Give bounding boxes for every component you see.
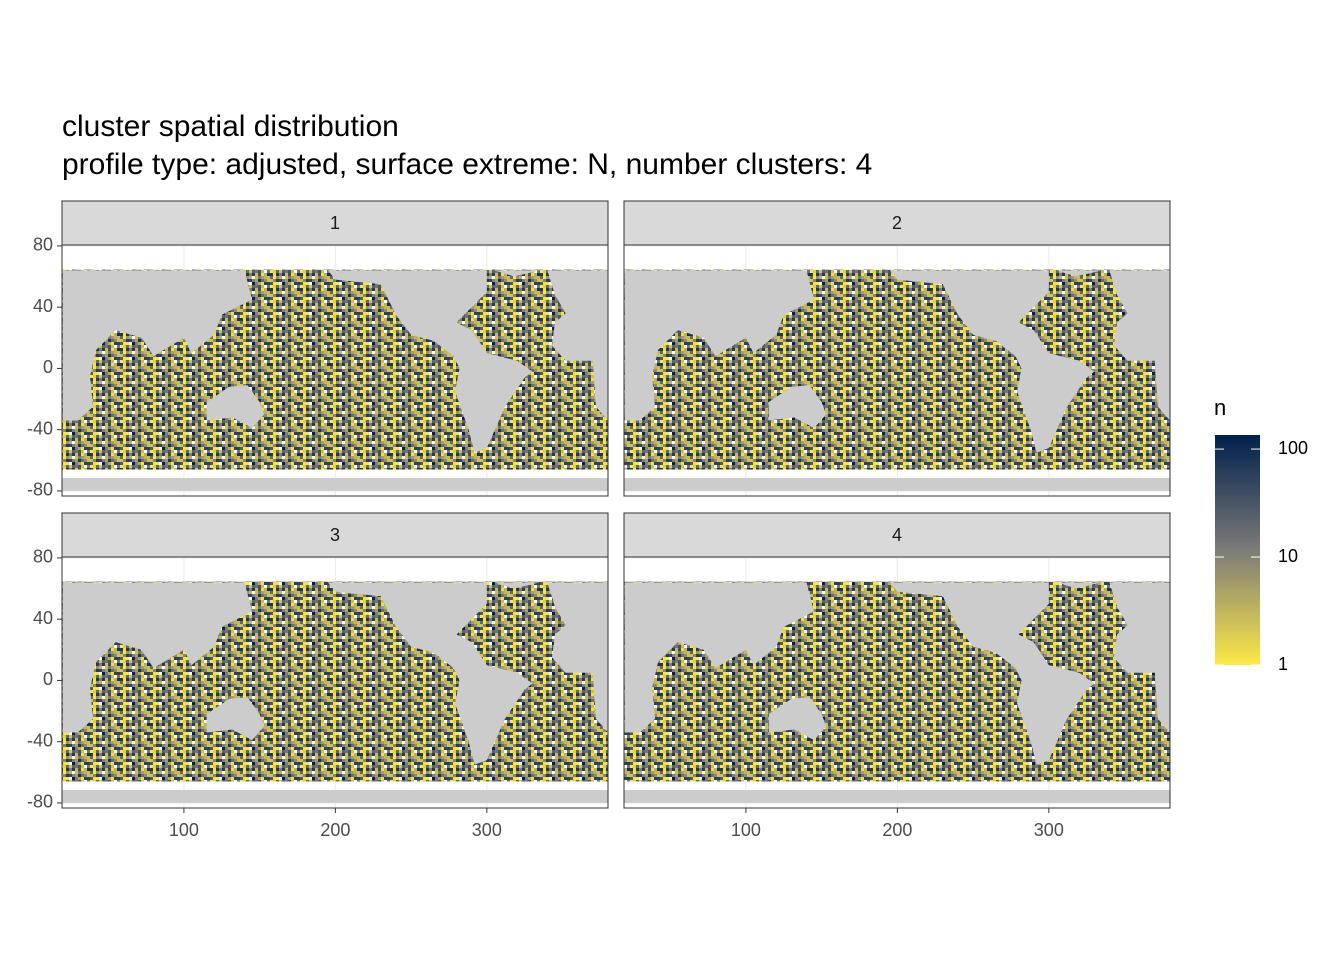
land — [547, 270, 608, 421]
land — [624, 789, 1170, 803]
land — [62, 789, 608, 803]
land — [62, 582, 253, 733]
land — [624, 582, 815, 733]
y-tick-label: 0 — [43, 357, 53, 377]
land — [889, 270, 1095, 453]
strip-label: 3 — [330, 525, 340, 545]
x-tick-label: 300 — [1034, 820, 1064, 840]
land — [1109, 270, 1170, 421]
strip — [623, 200, 1171, 246]
y-tick-label: 40 — [33, 608, 53, 628]
chart-subtitle: profile type: adjusted, surface extreme:… — [62, 148, 872, 181]
land — [624, 477, 1170, 491]
land — [327, 270, 533, 453]
x-tick-label: 200 — [320, 820, 350, 840]
y-tick-label: 0 — [43, 669, 53, 689]
strip-label: 4 — [892, 525, 902, 545]
land — [1056, 270, 1102, 277]
legend-tick-label: 1 — [1278, 654, 1288, 674]
land — [327, 582, 533, 765]
y-tick-label: 80 — [33, 235, 53, 255]
panel-border — [623, 244, 1171, 497]
land — [494, 582, 540, 589]
strip — [623, 512, 1171, 558]
land — [624, 270, 815, 421]
land — [62, 270, 253, 421]
land — [206, 697, 265, 741]
land — [768, 385, 827, 429]
colorbar — [1215, 435, 1260, 665]
strip-label: 2 — [892, 213, 902, 233]
y-tick-label: -80 — [27, 792, 53, 812]
land — [62, 477, 608, 491]
strip — [61, 200, 609, 246]
legend-title: n — [1214, 395, 1226, 420]
y-tick-label: -80 — [27, 480, 53, 500]
x-tick-label: 200 — [882, 820, 912, 840]
strip — [61, 512, 609, 558]
legend-tick-label: 10 — [1278, 546, 1298, 566]
land — [889, 582, 1095, 765]
y-tick-label: -40 — [27, 418, 53, 438]
land — [1056, 582, 1102, 589]
x-tick-label: 100 — [731, 820, 761, 840]
x-tick-label: 300 — [472, 820, 502, 840]
y-tick-label: 40 — [33, 296, 53, 316]
chart-title: cluster spatial distribution — [62, 110, 399, 143]
land — [547, 582, 608, 733]
x-tick-label: 100 — [169, 820, 199, 840]
land — [1109, 582, 1170, 733]
y-tick-label: -40 — [27, 730, 53, 750]
panel-border — [61, 244, 609, 497]
land — [206, 385, 265, 429]
legend-tick-label: 100 — [1278, 438, 1308, 458]
y-tick-label: 80 — [33, 547, 53, 567]
land — [494, 270, 540, 277]
strip-label: 1 — [330, 213, 340, 233]
land — [768, 697, 827, 741]
